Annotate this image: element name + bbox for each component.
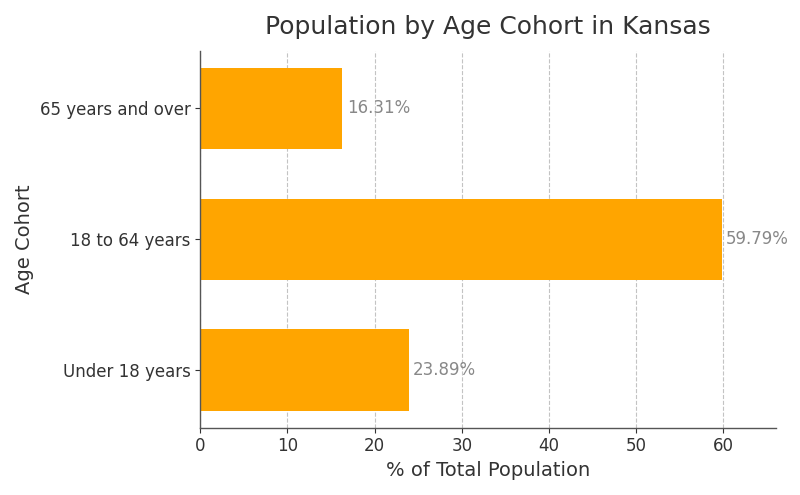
Bar [200,198,722,280]
Y-axis label: Age Cohort: Age Cohort [15,184,34,294]
Text: 59.79%: 59.79% [726,230,789,248]
Bar [200,68,342,149]
X-axis label: % of Total Population: % of Total Population [386,461,590,480]
Text: 23.89%: 23.89% [413,361,476,379]
Title: Population by Age Cohort in Kansas: Population by Age Cohort in Kansas [265,15,711,39]
Bar [200,330,409,410]
Text: 16.31%: 16.31% [346,99,410,117]
